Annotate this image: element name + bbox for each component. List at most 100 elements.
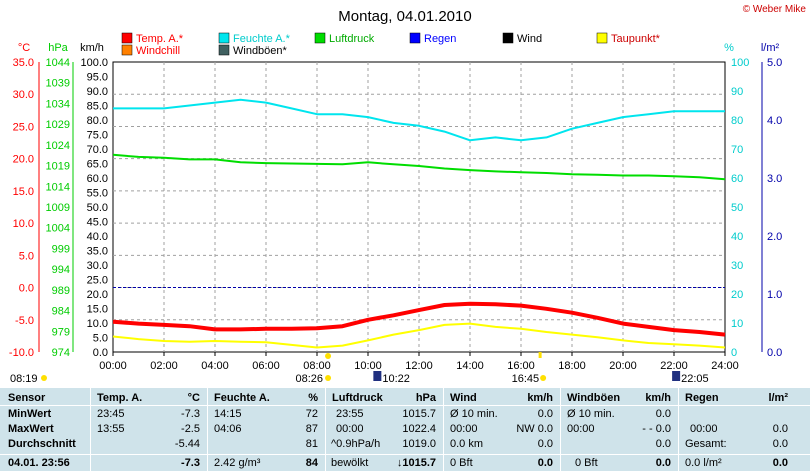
row-cell: 0.0 (655, 438, 671, 450)
axes: 35.0 30.0 25.0 20.0 15.0 10.0 5.0 0.0 -5.0 -10.0 °… (9, 42, 782, 372)
axis-tick-label-temp: 10.0 (13, 218, 34, 230)
row-cell: 84 (305, 457, 318, 469)
axis-tick-label-radiation: 4.0 (767, 115, 782, 127)
series-line-feuchtea (113, 98, 725, 142)
axis-tick-label-pressure: 1019 (46, 161, 70, 173)
axis-unit-temp: °C (18, 42, 30, 54)
x-tick-label: 12:00 (405, 360, 433, 372)
row-cell: 72 (305, 408, 318, 420)
row-cell: 00:00 (336, 423, 364, 435)
series-line-tempa (112, 301, 726, 337)
row-cell: 0.0 (537, 438, 553, 450)
x-tick-label: 06:00 (252, 360, 280, 372)
row-cell: 81 (305, 438, 318, 450)
axis-tick-label-pressure: 979 (52, 326, 70, 338)
row-cell: Ø 10 min. (567, 408, 615, 420)
axis-tick-label-pressure: 1004 (46, 223, 70, 235)
statistics-table: Sensor Temp. A. °C Feuchte A. % Luftdruc… (0, 388, 810, 471)
header-temp: Temp. A. (97, 392, 143, 404)
x-tick-label: 16:00 (507, 360, 535, 372)
row-cell: 0.0 (537, 408, 553, 420)
axis-tick-label-temp: 35.0 (13, 57, 34, 69)
row-cell: 23:55 (336, 408, 364, 420)
axis-tick-label-wind: 30.0 (87, 260, 108, 272)
header-humidity-unit: % (308, 392, 318, 404)
axis-tick-label-wind: 55.0 (87, 188, 108, 200)
event-label: 08:19 (10, 373, 38, 385)
event-label: 10:22 (382, 373, 410, 385)
row-label: 04.01. 23:56 (8, 457, 70, 469)
axis-tick-label-pressure: 994 (52, 264, 70, 276)
row-cell: -2.5 (181, 423, 200, 435)
row-cell: 13:55 (97, 423, 125, 435)
row-label: MinWert (8, 408, 52, 420)
axis-tick-label-humidity: 0 (731, 347, 737, 359)
axis-tick-label-temp: -10.0 (9, 347, 34, 359)
header-humidity: Feuchte A. (214, 392, 270, 404)
axis-tick-label-temp: 25.0 (13, 121, 34, 133)
legend-label: Taupunkt* (611, 33, 661, 45)
header-gust: Windböen (567, 392, 621, 404)
axis-unit-wind: km/h (80, 42, 104, 54)
chart-legend: Temp. A.* Feuchte A.* Luftdruck Regen Wind Ta… (121, 32, 661, 57)
row-cell: 0.0 (655, 457, 671, 469)
header-rain-unit: l/m² (768, 392, 788, 404)
header-wind-unit: km/h (527, 392, 553, 404)
axis-tick-label-wind: 85.0 (87, 101, 108, 113)
row-cell: 1015.7 (402, 408, 436, 420)
legend-label: Windchill (136, 45, 180, 57)
axis-tick-label-humidity: 20 (731, 289, 743, 301)
axis-tick-label-temp: 5.0 (19, 250, 34, 262)
axis-tick-label-wind: 70.0 (87, 144, 108, 156)
header-wind: Wind (450, 392, 477, 404)
axis-tick-label-wind: 25.0 (87, 275, 108, 287)
axis-tick-label-wind: 90.0 (87, 86, 108, 98)
legend-swatch (409, 32, 421, 44)
data-series (112, 98, 726, 349)
axis-tick-label-humidity: 80 (731, 115, 743, 127)
row-cell: 0.0 (537, 457, 553, 469)
axis-tick-label-humidity: 90 (731, 86, 743, 98)
axis-tick-label-radiation: 0.0 (767, 347, 782, 359)
header-sensor: Sensor (8, 392, 46, 404)
axis-tick-label-humidity: 50 (731, 202, 743, 214)
row-cell: 00:00 (567, 423, 595, 435)
axis-tick-label-pressure: 1034 (46, 98, 70, 110)
legend-swatch (502, 32, 514, 44)
row-cell: 0.0 (772, 457, 788, 469)
row-cell: 04:06 (214, 423, 242, 435)
axis-tick-label-wind: 10.0 (87, 318, 108, 330)
x-tick-label: 00:00 (99, 360, 127, 372)
axis-tick-label-humidity: 70 (731, 144, 743, 156)
axis-tick-label-wind: 35.0 (87, 246, 108, 258)
row-cell: bewölkt (331, 457, 369, 469)
row-cell: 0 Bft (575, 457, 598, 469)
row-cell: 1022.4 (402, 423, 436, 435)
row-cell: 0.0 km (450, 438, 484, 450)
legend-swatch (121, 44, 133, 56)
row-cell: 23:45 (97, 408, 125, 420)
row-label: Durchschnitt (8, 438, 76, 450)
event-label: 22:05 (681, 373, 709, 385)
sunrise-icon (325, 353, 332, 359)
legend-label: Wind (517, 33, 542, 45)
row-cell: 0.0 (772, 423, 788, 435)
axis-tick-label-pressure: 1044 (46, 57, 70, 69)
series-line-luftdruck (112, 153, 726, 181)
row-cell: ^0.9hPa/h (331, 438, 381, 450)
axis-tick-label-wind: 65.0 (87, 159, 108, 171)
header-gust-unit: km/h (645, 392, 671, 404)
x-tick-label: 02:00 (150, 360, 178, 372)
weather-chart: Montag, 04.01.2010 © Weber Mike Temp. A.… (9, 4, 807, 385)
row-cell: Ø 10 min. (450, 408, 498, 420)
axis-tick-label-wind: 20.0 (87, 289, 108, 301)
legend-label: Luftdruck (329, 33, 375, 45)
axis-tick-label-pressure: 1039 (46, 78, 70, 90)
axis-unit-radiation: l/m² (761, 42, 780, 54)
row-cell: NW 0.0 (516, 423, 553, 435)
axis-tick-label-wind: 60.0 (87, 173, 108, 185)
legend-label: Regen (424, 33, 456, 45)
axis-unit-pressure: hPa (48, 42, 68, 54)
legend-swatch (596, 32, 608, 44)
series-line-taupunkt (112, 322, 726, 349)
